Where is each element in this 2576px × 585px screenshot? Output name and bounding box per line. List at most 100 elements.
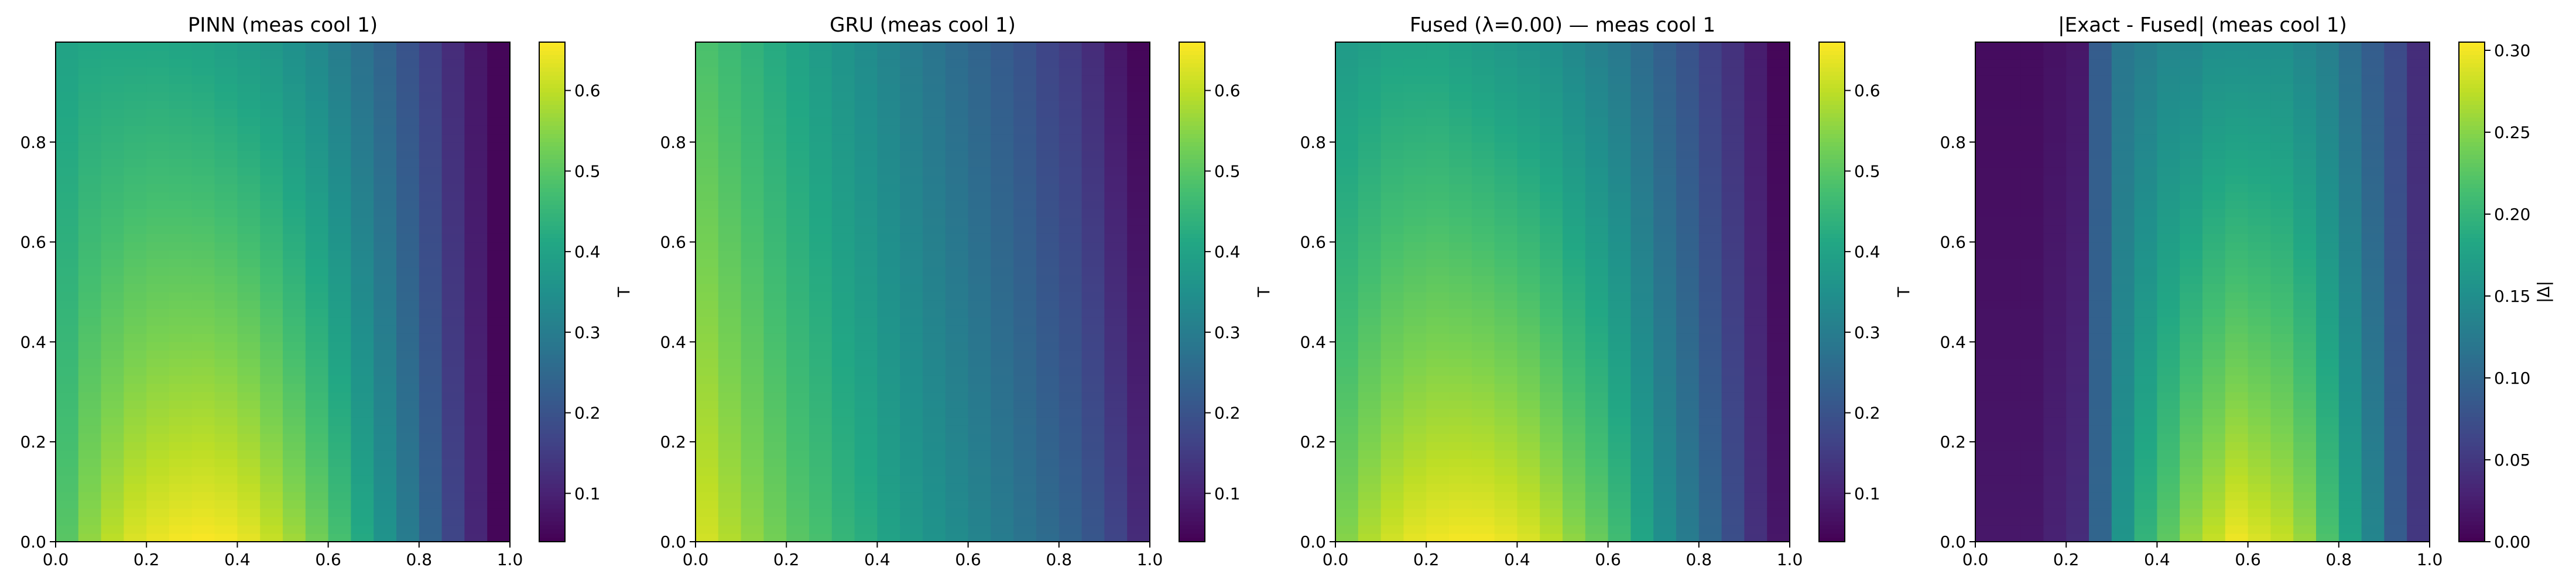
heatmap-cell xyxy=(923,283,946,292)
heatmap-cell xyxy=(2202,275,2226,284)
heatmap-cell xyxy=(809,533,833,542)
heatmap-cell xyxy=(283,458,306,467)
heatmap-cell xyxy=(1563,125,1586,135)
heatmap-cell xyxy=(464,316,488,326)
heatmap-cell xyxy=(786,75,810,84)
heatmap-cell xyxy=(260,475,283,484)
heatmap-cell xyxy=(2157,316,2180,326)
heatmap-cell xyxy=(2043,400,2067,409)
heatmap-cell xyxy=(2134,500,2157,509)
heatmap-cell xyxy=(718,67,742,76)
heatmap-cell xyxy=(968,433,991,442)
heatmap-cell xyxy=(374,283,397,292)
heatmap-cell xyxy=(351,375,374,384)
heatmap-cell xyxy=(1059,200,1083,209)
heatmap-cell xyxy=(1608,84,1631,92)
heatmap-cell xyxy=(214,475,238,484)
heatmap-cell xyxy=(1127,475,1150,484)
heatmap-cell xyxy=(1471,183,1495,192)
heatmap-cell xyxy=(1449,259,1472,267)
heatmap-cell xyxy=(1653,425,1677,434)
heatmap-cell xyxy=(1081,383,1105,393)
heatmap-cell xyxy=(2202,475,2226,484)
heatmap-cell xyxy=(1127,342,1150,351)
heatmap-cell xyxy=(2134,100,2157,109)
heatmap-cell xyxy=(237,200,261,209)
heatmap-cell xyxy=(877,183,900,192)
heatmap-cell xyxy=(786,308,810,318)
heatmap-cell xyxy=(2157,208,2180,218)
heatmap-cell xyxy=(169,408,193,418)
heatmap-cell xyxy=(900,58,923,68)
heatmap-cell xyxy=(1608,533,1631,542)
colorbar-segment xyxy=(1179,362,1205,367)
heatmap-cell xyxy=(487,300,511,309)
heatmap-cell xyxy=(854,108,878,118)
colorbar-segment xyxy=(539,159,565,163)
heatmap-cell xyxy=(2293,225,2317,234)
colorbar: 0.10.20.30.40.50.6T xyxy=(1179,42,1273,542)
heatmap-cell xyxy=(2202,92,2226,101)
heatmap-cell xyxy=(419,508,443,517)
heatmap-cell xyxy=(237,150,261,159)
heatmap-cell xyxy=(101,508,124,517)
heatmap-cell xyxy=(1358,442,1382,451)
plot-frame xyxy=(1335,42,1790,542)
heatmap-cell xyxy=(396,367,420,376)
heatmap-cell xyxy=(283,417,306,426)
heatmap-cell xyxy=(1426,67,1450,76)
heatmap-cell xyxy=(1698,450,1722,459)
heatmap-cell xyxy=(101,316,124,326)
heatmap-cell xyxy=(1081,325,1105,334)
heatmap-cell xyxy=(2020,475,2044,484)
heatmap-cell xyxy=(374,458,397,467)
heatmap-cell xyxy=(191,391,215,401)
heatmap-cell xyxy=(56,133,79,143)
heatmap-cell xyxy=(2111,483,2135,493)
heatmap-cell xyxy=(441,92,465,101)
colorbar-segment xyxy=(1179,425,1205,430)
heatmap-cell xyxy=(1563,259,1586,267)
heatmap-cell xyxy=(1059,42,1083,51)
heatmap-cell xyxy=(419,125,443,135)
heatmap-cell xyxy=(991,92,1014,101)
heatmap-cell xyxy=(2134,233,2157,243)
heatmap-cell xyxy=(1127,67,1150,76)
heatmap-cell xyxy=(305,508,329,517)
heatmap-cell xyxy=(2225,150,2249,159)
heatmap-cell xyxy=(305,125,329,135)
heatmap-cell xyxy=(419,92,443,101)
heatmap-cell xyxy=(1630,108,1654,118)
heatmap-cell xyxy=(1494,408,1517,418)
heatmap-cell xyxy=(2020,508,2044,517)
colorbar-segment xyxy=(539,179,565,184)
colorbar-segment xyxy=(539,325,565,330)
heatmap-cell xyxy=(718,92,742,101)
heatmap-cell xyxy=(260,375,283,384)
heatmap-cell xyxy=(2043,117,2067,126)
heatmap-cell xyxy=(1081,491,1105,501)
heatmap-cell xyxy=(2157,533,2180,542)
heatmap-cell xyxy=(351,400,374,409)
heatmap-cell xyxy=(2248,92,2271,101)
heatmap-cell xyxy=(1540,75,1563,84)
heatmap-cell xyxy=(718,316,742,326)
heatmap-cell xyxy=(968,208,991,218)
heatmap-cell xyxy=(191,133,215,143)
heatmap-cell xyxy=(1081,500,1105,509)
heatmap-cell xyxy=(124,491,147,501)
colorbar-segment xyxy=(539,88,565,92)
heatmap-cell xyxy=(1744,84,1767,92)
heatmap-cell xyxy=(2248,358,2271,367)
heatmap-cell xyxy=(854,367,878,376)
heatmap-cell xyxy=(831,267,855,276)
heatmap-cell xyxy=(2066,458,2089,467)
heatmap-cell xyxy=(1426,50,1450,60)
heatmap-cell xyxy=(1381,117,1404,126)
heatmap-cell xyxy=(1975,283,1999,292)
heatmap-cell xyxy=(374,466,397,476)
heatmap-cell xyxy=(1608,292,1631,301)
heatmap-cell xyxy=(2089,167,2112,176)
heatmap-cell xyxy=(831,250,855,259)
heatmap-cell xyxy=(464,58,488,68)
